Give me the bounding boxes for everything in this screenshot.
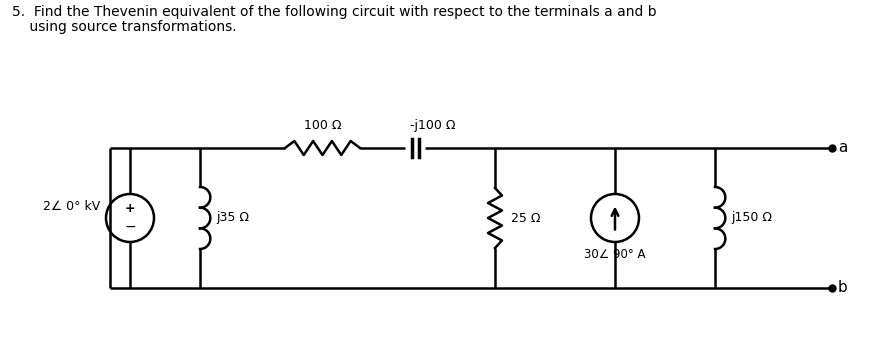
Text: a: a <box>838 141 847 155</box>
Text: -j100 Ω: -j100 Ω <box>410 119 456 132</box>
Text: −: − <box>125 220 136 234</box>
Text: +: + <box>125 202 135 215</box>
Text: j150 Ω: j150 Ω <box>731 212 772 225</box>
Text: j35 Ω: j35 Ω <box>216 212 249 225</box>
Text: using source transformations.: using source transformations. <box>12 20 237 34</box>
Text: 100 Ω: 100 Ω <box>303 119 341 132</box>
Text: b: b <box>838 281 848 296</box>
Text: 30∠ 90° A: 30∠ 90° A <box>584 248 646 261</box>
Text: 2∠ 0° kV: 2∠ 0° kV <box>43 200 100 213</box>
Text: 5.  Find the Thevenin equivalent of the following circuit with respect to the te: 5. Find the Thevenin equivalent of the f… <box>12 5 657 19</box>
Text: 25 Ω: 25 Ω <box>511 212 540 225</box>
